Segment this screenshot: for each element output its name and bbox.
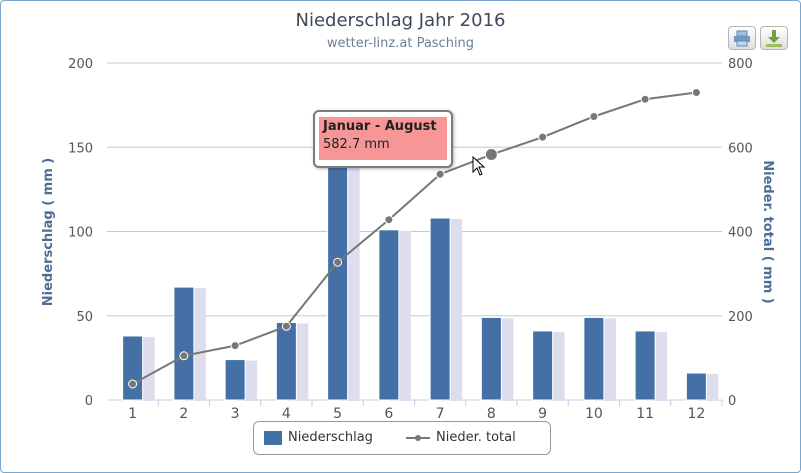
x-tick-label: 9 <box>538 406 547 422</box>
total-point <box>435 169 445 179</box>
y-tick-label: 50 <box>76 310 93 325</box>
bar <box>173 286 195 401</box>
bar <box>685 372 707 401</box>
y-tick-label: 200 <box>68 57 93 72</box>
print-button[interactable] <box>728 26 756 50</box>
bar <box>480 316 502 401</box>
bar <box>634 330 656 401</box>
x-tick-label: 7 <box>436 406 445 422</box>
y-tick-label: 0 <box>85 394 93 409</box>
bar <box>378 229 400 401</box>
legend-label: Nieder. total <box>436 430 516 445</box>
y-axis-right-label: Nieder. total ( mm ) <box>760 160 775 303</box>
download-icon <box>766 30 782 47</box>
bar <box>429 217 451 401</box>
legend-label: Niederschlag <box>288 430 373 445</box>
bar <box>532 330 554 401</box>
x-tick-label: 5 <box>333 406 342 422</box>
total-point <box>128 379 138 389</box>
download-button[interactable] <box>760 26 788 50</box>
bar <box>224 359 246 401</box>
legend-line-swatch <box>406 434 430 441</box>
legend-item-niederschlag[interactable]: Niederschlag <box>264 430 373 445</box>
x-tick-label: 8 <box>487 406 496 422</box>
total-point <box>691 87 701 97</box>
total-point <box>538 132 548 142</box>
y-tick-label: 100 <box>68 226 93 241</box>
total-point <box>640 94 650 104</box>
y-right-tick-label: 400 <box>728 226 753 241</box>
y-right-tick-label: 800 <box>728 57 753 72</box>
chart-subtitle: wetter-linz.at Pasching <box>326 36 475 51</box>
total-line <box>132 91 697 385</box>
x-tick-label: 6 <box>384 406 393 422</box>
total-point <box>484 148 498 162</box>
legend-item-total[interactable]: Nieder. total <box>406 430 516 445</box>
tooltip: Januar - August 582.7 mm <box>313 110 453 168</box>
y-right-tick-label: 600 <box>728 141 753 156</box>
x-tick-label: 12 <box>687 406 705 422</box>
total-point <box>333 257 343 267</box>
x-tick-label: 4 <box>282 406 291 422</box>
bar <box>583 316 605 401</box>
total-point <box>230 341 240 351</box>
total-point <box>281 321 291 331</box>
total-point <box>179 351 189 361</box>
chart-title: Niederschlag Jahr 2016 <box>295 10 506 31</box>
x-tick-label: 10 <box>585 406 603 422</box>
cursor-icon <box>472 156 486 176</box>
total-point <box>384 215 394 225</box>
total-point <box>589 111 599 121</box>
tooltip-title: Januar - August <box>323 119 437 134</box>
y-axis-label: Niederschlag ( mm ) <box>41 158 56 306</box>
x-tick-label: 11 <box>636 406 654 422</box>
legend-bar-swatch <box>264 430 282 445</box>
y-right-tick-label: 0 <box>728 394 736 409</box>
x-tick-label: 2 <box>179 406 188 422</box>
tooltip-value: 582.7 mm <box>323 137 390 152</box>
x-tick-label: 3 <box>231 406 240 422</box>
y-tick-label: 150 <box>68 141 93 156</box>
x-tick-label: 1 <box>128 406 137 422</box>
printer-icon <box>734 30 750 47</box>
y-right-tick-label: 200 <box>728 310 753 325</box>
legend: Niederschlag Nieder. total <box>253 421 551 455</box>
bar <box>122 335 144 401</box>
bar <box>275 321 297 401</box>
